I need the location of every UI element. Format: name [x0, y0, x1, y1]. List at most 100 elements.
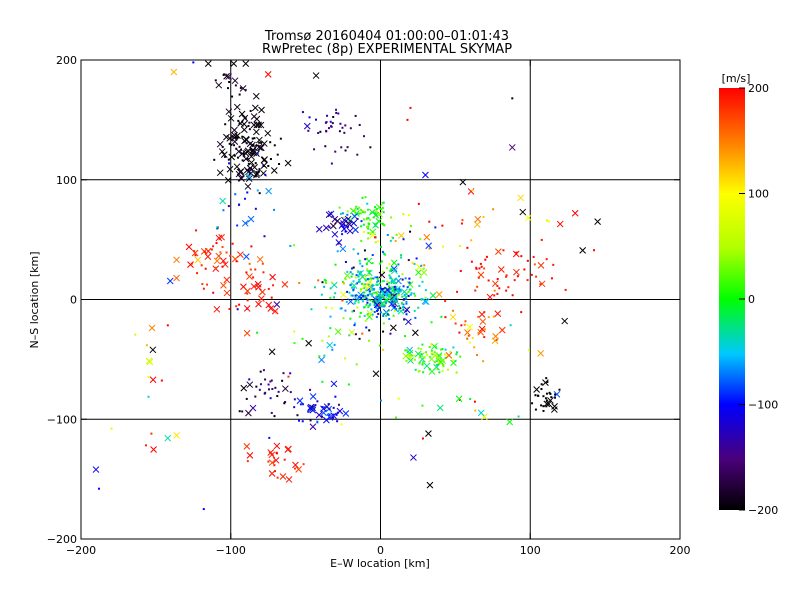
dot-marker — [444, 353, 447, 356]
dot-marker — [339, 212, 342, 215]
cross-marker — [436, 404, 444, 412]
dot-marker — [358, 315, 361, 318]
dot-marker — [338, 206, 341, 209]
cross-marker — [204, 60, 212, 67]
dot-marker — [417, 370, 420, 373]
dot-marker — [335, 108, 338, 111]
cross-marker — [547, 397, 554, 404]
cross-marker — [561, 317, 569, 325]
dot-marker — [402, 213, 405, 216]
dot-marker — [253, 137, 256, 140]
dot-marker — [329, 327, 332, 330]
cross-marker — [556, 220, 564, 228]
dot-marker — [360, 297, 363, 300]
cross-marker — [335, 239, 343, 246]
cross-marker — [435, 291, 443, 298]
dot-marker — [411, 261, 414, 264]
dot-marker — [205, 283, 208, 286]
dot-marker — [382, 322, 385, 325]
dot-marker — [231, 95, 234, 98]
dot-marker — [256, 152, 259, 155]
cross-marker — [296, 397, 304, 405]
cross-marker — [257, 144, 265, 152]
dot-marker — [250, 148, 253, 151]
cross-marker — [245, 173, 253, 180]
dot-marker — [293, 406, 296, 409]
dot-marker — [382, 293, 385, 296]
cross-marker — [383, 296, 390, 304]
dot-marker — [456, 351, 459, 354]
dot-marker — [349, 127, 352, 130]
dot-marker — [342, 282, 345, 285]
dot-marker — [520, 255, 523, 258]
dot-marker — [258, 168, 261, 171]
dot-marker — [363, 291, 366, 294]
dot-marker — [387, 309, 390, 312]
colorbar-ticks: 200 100 0 −100 −200 — [739, 82, 778, 517]
dot-marker — [256, 189, 259, 192]
dot-marker — [283, 458, 286, 461]
cross-marker — [215, 234, 223, 242]
cross-marker — [425, 430, 432, 437]
dot-marker — [516, 275, 519, 278]
dot-marker — [249, 109, 252, 112]
cross-marker — [331, 230, 339, 238]
dot-marker — [367, 232, 370, 235]
cross-marker — [244, 148, 251, 156]
dot-marker — [248, 262, 251, 265]
cross-marker — [260, 156, 268, 164]
dot-marker — [371, 262, 374, 265]
dot-marker — [369, 218, 372, 221]
dot-marker — [279, 137, 282, 140]
dot-marker — [496, 292, 499, 295]
dot-marker — [301, 420, 304, 423]
dot-marker — [144, 444, 147, 447]
dot-marker — [365, 226, 368, 229]
dot-marker — [439, 348, 442, 351]
dot-marker — [375, 280, 378, 283]
cross-marker — [256, 256, 264, 263]
dot-marker — [473, 400, 476, 403]
dot-marker — [359, 212, 362, 215]
dot-marker — [406, 307, 409, 310]
cross-marker — [325, 211, 333, 219]
dot-marker — [417, 202, 420, 205]
dot-marker — [346, 270, 349, 273]
dot-marker — [374, 291, 377, 294]
dot-marker — [460, 324, 463, 327]
dot-marker — [553, 396, 556, 399]
chart-title-line-1: Tromsø 20160404 01:00:00–01:01:43 — [264, 29, 509, 44]
cross-marker — [342, 410, 350, 417]
cross-marker — [173, 274, 180, 282]
dot-marker — [246, 292, 249, 295]
dot-marker — [192, 61, 195, 64]
dot-marker — [405, 296, 408, 299]
cross-marker — [477, 271, 485, 279]
dot-marker — [365, 289, 368, 292]
dot-marker — [471, 189, 474, 192]
dot-marker — [346, 210, 349, 213]
dot-marker — [356, 217, 359, 220]
dot-marker — [366, 278, 369, 281]
dot-marker — [396, 310, 399, 313]
dot-marker — [413, 309, 416, 312]
cross-marker — [426, 481, 434, 489]
dot-marker — [354, 333, 357, 336]
dot-marker — [390, 301, 393, 304]
dot-marker — [341, 233, 344, 236]
dot-marker — [233, 154, 236, 157]
dot-marker — [484, 258, 487, 261]
y-axis-label: N–S location [km] — [28, 251, 41, 348]
cross-marker — [265, 301, 273, 309]
cross-marker — [238, 110, 246, 118]
dot-marker — [369, 146, 372, 149]
dot-marker — [415, 257, 418, 260]
cross-marker — [166, 277, 174, 285]
dot-marker — [194, 254, 197, 257]
dot-marker — [289, 391, 292, 394]
cross-marker — [349, 207, 357, 215]
dot-marker — [327, 403, 330, 406]
cross-marker — [191, 249, 199, 257]
dot-marker — [367, 277, 370, 280]
dot-marker — [426, 353, 429, 356]
